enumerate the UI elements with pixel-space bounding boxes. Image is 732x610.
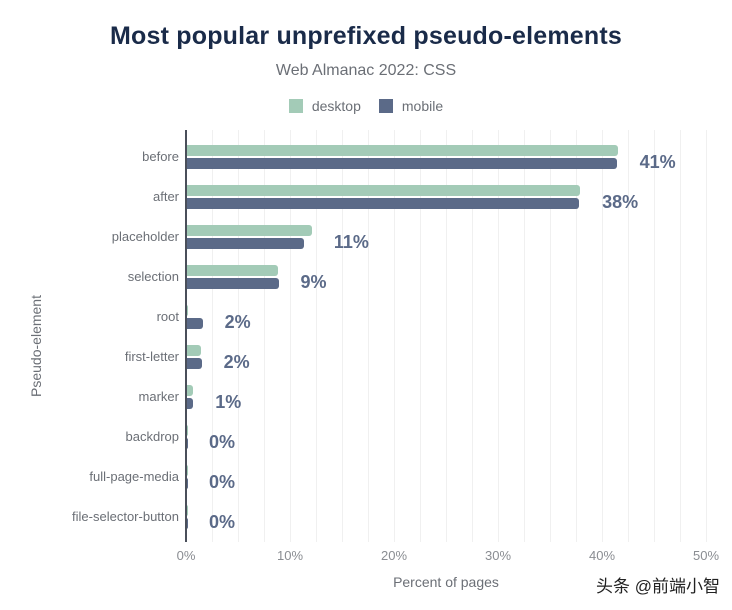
gridline [316,130,317,542]
data-label: 0% [209,432,236,452]
data-label: 1% [215,392,242,412]
gridline [472,130,473,542]
category-label: root [156,309,179,324]
gridline [680,130,681,542]
bar-desktop[interactable] [186,505,188,516]
bar-desktop[interactable] [186,345,201,356]
watermark: 头条 @前端小智 [596,577,720,596]
category-label: backdrop [125,429,179,444]
category-label: selection [127,269,179,284]
data-label: 38% [602,192,639,212]
x-tick-label: 30% [484,548,512,563]
category-label: placeholder [111,229,179,244]
bar-desktop[interactable] [186,145,618,156]
x-axis-title: Percent of pages [393,574,499,590]
gridline [394,130,395,542]
gridline [654,130,655,542]
data-label: 2% [223,352,250,372]
category-label: marker [138,389,179,404]
desktop-swatch-icon [288,99,303,113]
category-label: full-page-media [89,469,179,484]
category-label: first-letter [124,349,179,364]
data-label: 0% [209,512,236,532]
bar-mobile[interactable] [186,158,617,169]
bar-desktop[interactable] [186,385,194,396]
gridline [446,130,447,542]
category-label: after [152,189,179,204]
legend-label: desktop [311,98,361,114]
gridline [550,130,551,542]
bar-mobile[interactable] [186,438,188,449]
legend-item-desktop[interactable]: desktop [288,98,361,114]
gridline [238,130,239,542]
data-label: 0% [209,472,236,492]
gridline [498,130,499,542]
gridline [576,130,577,542]
bar-desktop[interactable] [186,225,312,236]
legend-label: mobile [401,98,444,114]
x-tick-label: 40% [588,548,616,563]
bar-desktop[interactable] [186,185,581,196]
y-axis-line [185,130,187,542]
data-label: 2% [224,312,251,332]
mobile-swatch-icon [378,99,393,113]
gridline [368,130,369,542]
legend-item-mobile[interactable]: mobile [378,98,444,114]
gridline [524,130,525,542]
x-tick-label: 0% [176,548,196,563]
x-tick-label: 20% [380,548,408,563]
bar-mobile[interactable] [186,278,279,289]
data-label: 41% [639,152,676,172]
gridline [602,130,603,542]
data-label: 11% [333,232,369,252]
bar-mobile[interactable] [186,358,202,369]
gridline [290,130,291,542]
legend: desktop mobile [0,98,732,114]
bar-desktop[interactable] [186,465,188,476]
bar-desktop[interactable] [186,305,189,316]
gridline [420,130,421,542]
bar-mobile[interactable] [186,478,188,489]
gridline [706,130,707,542]
plot-area: 41% 38% 11% 9% 2% 2% 1% 0% 0% 0% [186,130,707,542]
bar-mobile[interactable] [186,518,188,529]
gridline [342,130,343,542]
bar-mobile[interactable] [186,318,203,329]
x-tick-label: 10% [276,548,304,563]
gridline [628,130,629,542]
bar-desktop[interactable] [186,265,278,276]
chart-title: Most popular unprefixed pseudo-elements [109,22,623,50]
gridline [212,130,213,542]
bar-mobile[interactable] [186,398,194,409]
data-label: 9% [300,272,327,292]
chart-subtitle: Web Almanac 2022: CSS [275,62,457,79]
category-label: file-selector-button [72,509,179,524]
gridline [264,130,265,542]
x-tick-label: 50% [692,548,720,563]
bar-desktop[interactable] [186,425,188,436]
category-label: before [142,149,179,164]
bar-mobile[interactable] [186,238,304,249]
y-axis-title: Pseudo-element [28,295,44,397]
bar-mobile[interactable] [186,198,580,209]
